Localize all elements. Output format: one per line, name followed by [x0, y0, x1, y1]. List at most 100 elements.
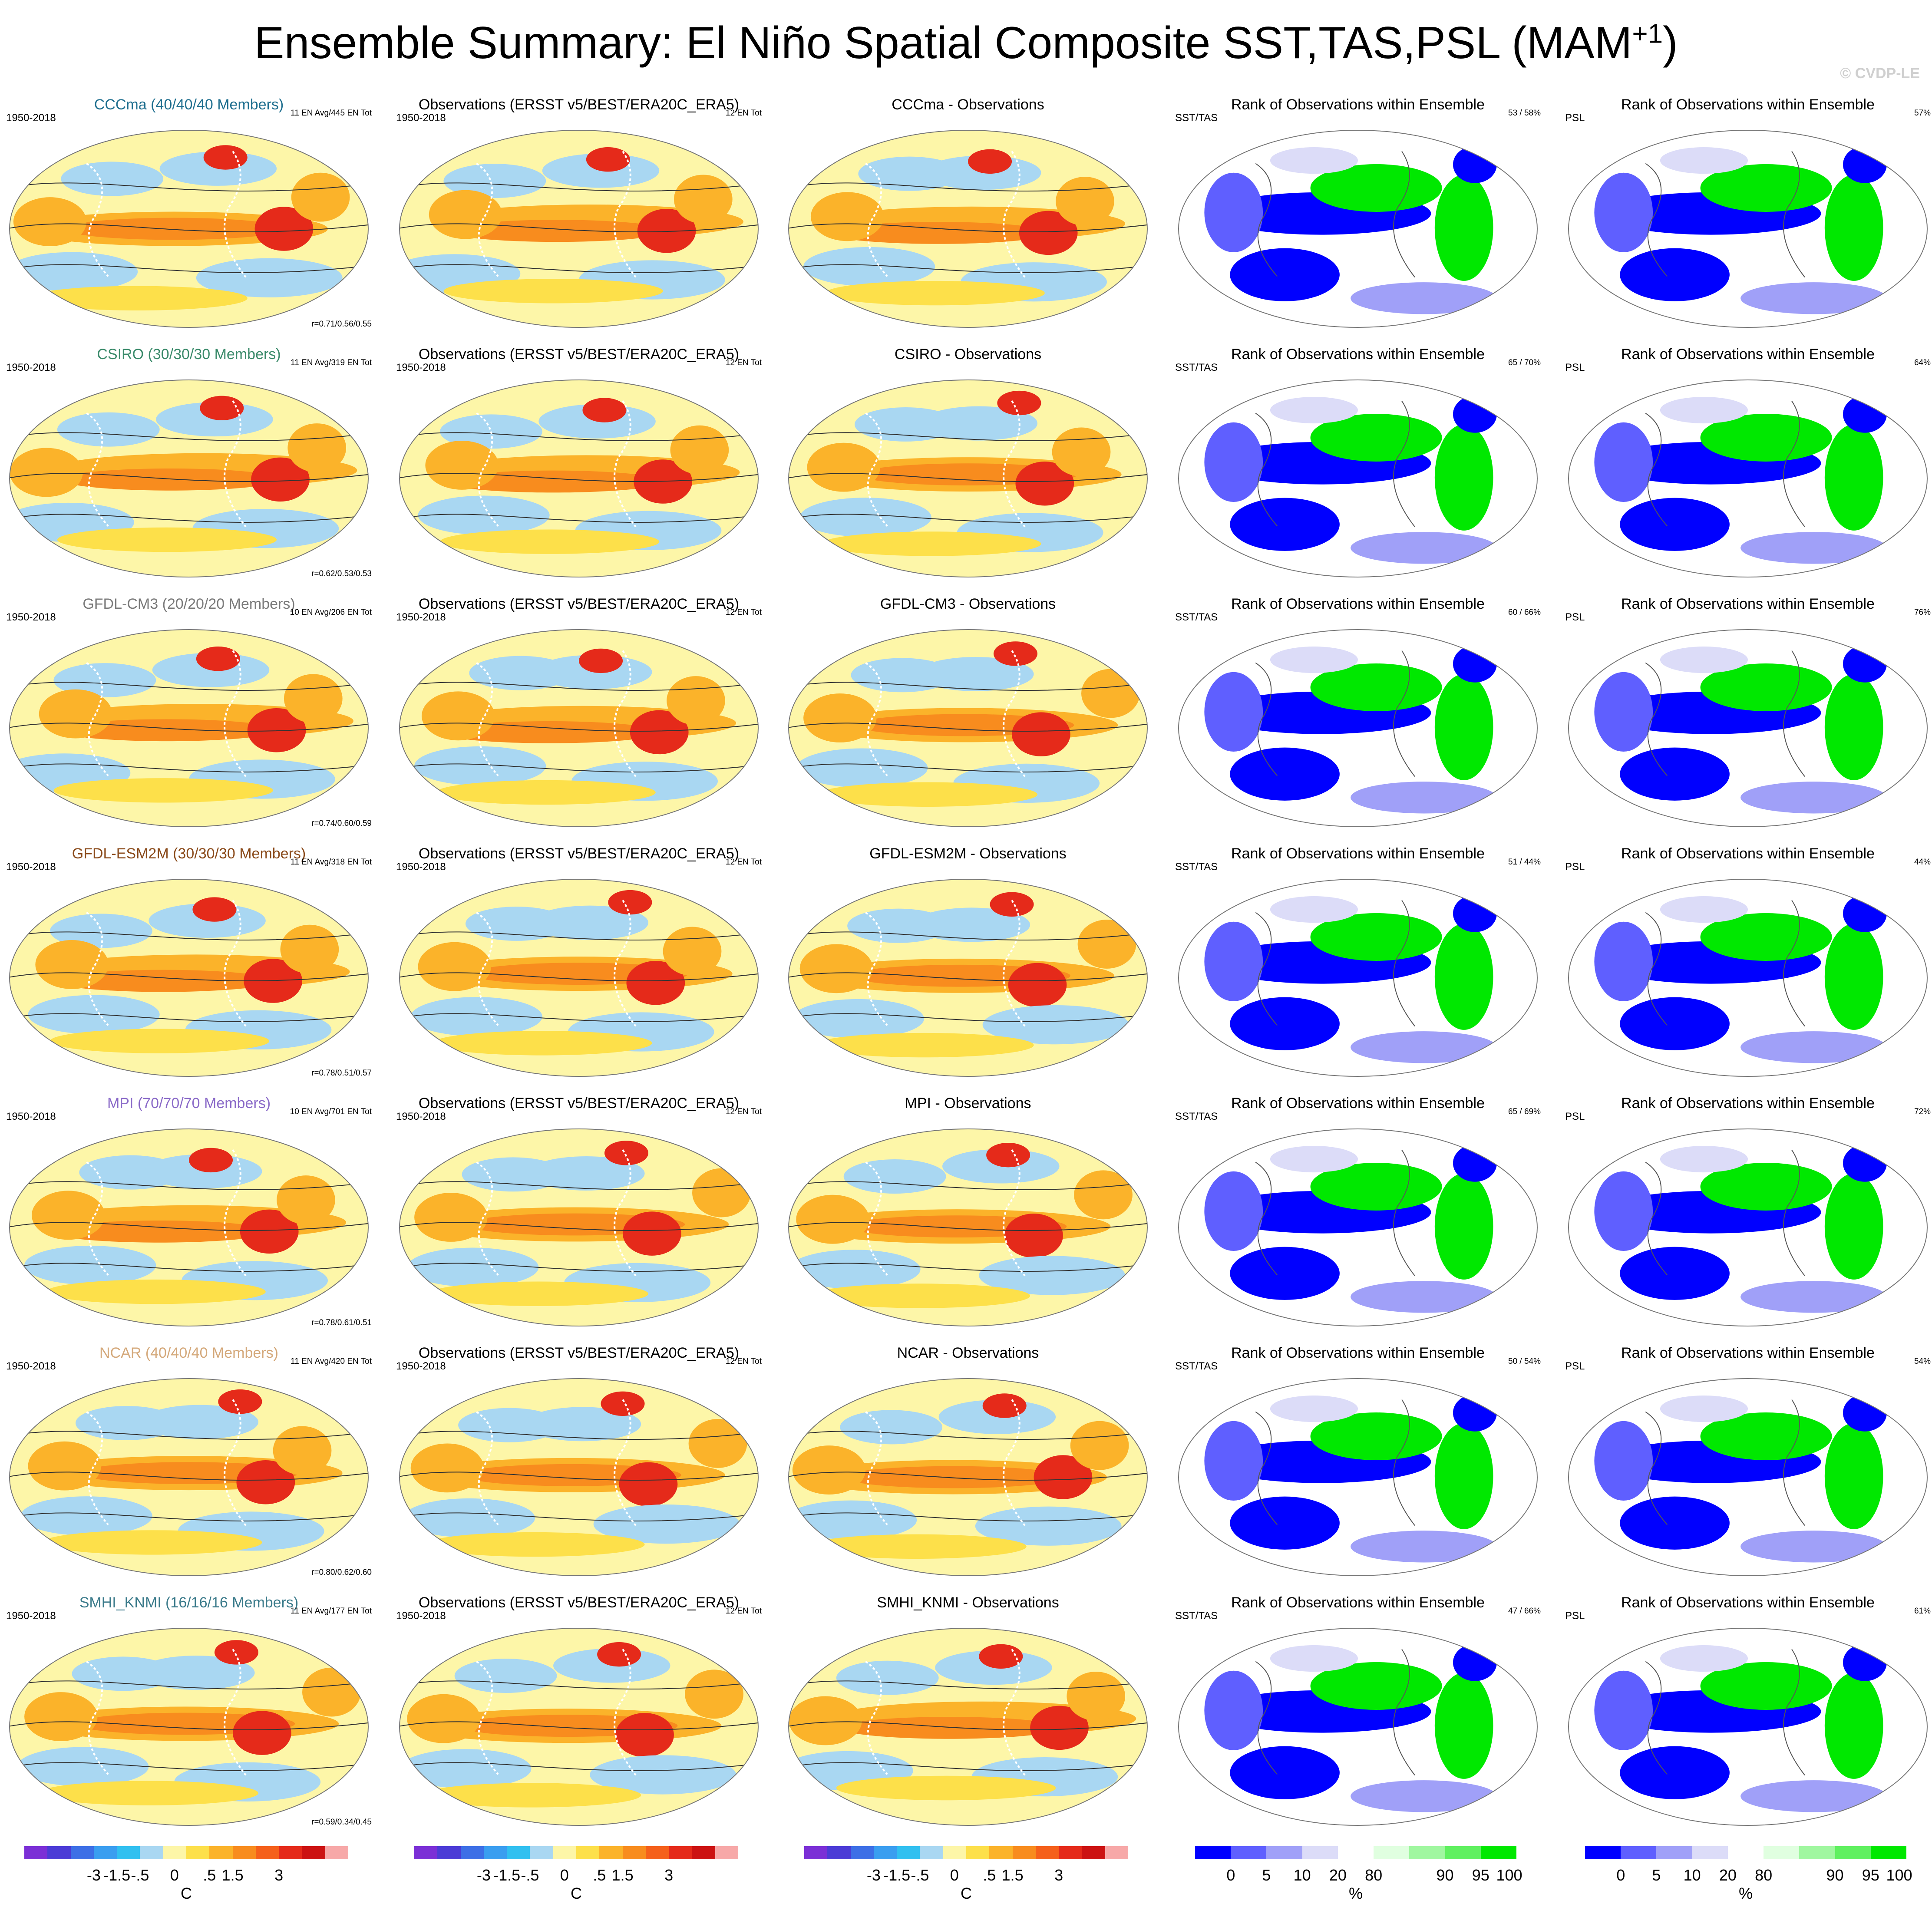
temperature-colorbar-difference: -3 -1.5 -.5 0 .5 1.5 3 C [804, 1846, 1128, 1907]
rank-colorbar-sst: 0 5 10 20 80 90 95 100% [1195, 1846, 1522, 1907]
colorbar-swatch [1302, 1846, 1338, 1859]
colorbar-tick-label: -1.5 [103, 1866, 131, 1884]
world-map [399, 130, 759, 328]
colorbar-swatch [1656, 1846, 1692, 1859]
rank-psl-panel: Rank of Observations within Ensemble PSL 5… [1565, 96, 1931, 335]
panel-title: SMHI_KNMI - Observations [877, 1594, 1059, 1611]
colorbar-swatch [507, 1846, 530, 1859]
panel-title: NCAR - Observations [897, 1345, 1039, 1361]
colorbar-tick-label: 80 [1755, 1866, 1773, 1884]
colorbar-swatch [1727, 1846, 1764, 1859]
rank-percent-label: 65 / 70% [1508, 358, 1541, 367]
colorbar-swatch [850, 1846, 874, 1859]
colorbar-swatch [24, 1846, 48, 1859]
world-map [1568, 879, 1928, 1077]
world-map [9, 379, 369, 577]
panel-title: GFDL-ESM2M (30/30/30 Members) [72, 845, 306, 862]
difference-panel: SMHI_KNMI - Observations [785, 1594, 1151, 1833]
panel-title: Observations (ERSST v5/BEST/ERA20C_ERA5) [418, 596, 740, 612]
colorbar-swatch [117, 1846, 140, 1859]
world-map [9, 1628, 369, 1826]
panel-title: Rank of Observations within Ensemble [1231, 1594, 1485, 1611]
colorbar-swatch [1195, 1846, 1231, 1859]
rank-sst-panel: Rank of Observations within Ensemble SST/… [1175, 1594, 1541, 1833]
colorbar-swatch [460, 1846, 484, 1859]
colorbar-swatch [1585, 1846, 1621, 1859]
observations-panel: Observations (ERSST v5/BEST/ERA20C_ERA5)… [396, 1594, 762, 1833]
panel-title: Rank of Observations within Ensemble [1621, 596, 1875, 612]
event-count-label: 12 EN Tot [725, 109, 762, 118]
panel-title: Rank of Observations within Ensemble [1231, 1095, 1485, 1112]
panel-title: CCCma (40/40/40 Members) [94, 96, 284, 113]
colorbar-tick-label: -1.5 [883, 1866, 911, 1884]
observations-panel: Observations (ERSST v5/BEST/ERA20C_ERA5)… [396, 596, 762, 835]
colorbar-tick-label: 0 [560, 1866, 569, 1884]
rank-psl-panel: Rank of Observations within Ensemble PSL 7… [1565, 1095, 1931, 1334]
colorbar-tick-label: 20 [1329, 1866, 1347, 1884]
colorbar-swatches [804, 1846, 1128, 1859]
panel-title: NCAR (40/40/40 Members) [99, 1345, 278, 1361]
world-map [1568, 1128, 1928, 1326]
colorbar-tick-label: 1.5 [1001, 1866, 1024, 1884]
variable-label: PSL [1565, 1610, 1585, 1622]
rank-percent-label: 44% [1914, 858, 1931, 867]
colorbar-swatch [622, 1846, 646, 1859]
variable-label: SST/TAS [1175, 1111, 1218, 1122]
world-map [1178, 130, 1538, 328]
model-composite-panel: GFDL-CM3 (20/20/20 Members) 1950-2018 10 E… [6, 596, 372, 835]
period-label: 1950-2018 [6, 362, 56, 373]
colorbar-swatch [827, 1846, 851, 1859]
colorbar-swatch [692, 1846, 715, 1859]
colorbar-tick-label: -3 [866, 1866, 881, 1884]
colorbar-tick-label: 90 [1826, 1866, 1844, 1884]
colorbar-swatch [1059, 1846, 1082, 1859]
observations-panel: Observations (ERSST v5/BEST/ERA20C_ERA5)… [396, 1345, 762, 1584]
world-map [399, 379, 759, 577]
colorbar-tick-label: 3 [1054, 1866, 1063, 1884]
colorbar-tick-label: -3 [86, 1866, 101, 1884]
difference-panel: GFDL-ESM2M - Observations [785, 845, 1151, 1084]
variable-label: PSL [1565, 861, 1585, 873]
colorbar-swatch [1445, 1846, 1481, 1859]
difference-panel: NCAR - Observations [785, 1345, 1151, 1584]
rank-sst-panel: Rank of Observations within Ensemble SST/… [1175, 346, 1541, 585]
colorbar-swatch [715, 1846, 738, 1859]
colorbar-unit: C [961, 1884, 972, 1902]
panel-title: Observations (ERSST v5/BEST/ERA20C_ERA5) [418, 845, 740, 862]
event-count-label: 11 EN Avg/318 EN Tot [291, 858, 372, 867]
panel-title: GFDL-CM3 (20/20/20 Members) [83, 596, 295, 612]
world-map [1178, 1378, 1538, 1576]
colorbar-tick-label: 20 [1719, 1866, 1737, 1884]
model-composite-panel: SMHI_KNMI (16/16/16 Members) 1950-2018 11 … [6, 1594, 372, 1833]
rank-percent-label: 65 / 69% [1508, 1107, 1541, 1116]
world-map [399, 879, 759, 1077]
colorbar-tick-label: 80 [1365, 1866, 1383, 1884]
variable-label: SST/TAS [1175, 112, 1218, 124]
colorbar-swatch [989, 1846, 1013, 1859]
pattern-correlation-label: r=0.62/0.53/0.53 [311, 569, 372, 578]
rank-psl-panel: Rank of Observations within Ensemble PSL 4… [1565, 845, 1931, 1084]
colorbar-tick-label: -1.5 [493, 1866, 521, 1884]
world-map [788, 1378, 1148, 1576]
colorbar-swatch [1835, 1846, 1871, 1859]
variable-label: PSL [1565, 112, 1585, 124]
colorbar-tick-label: -.5 [521, 1866, 539, 1884]
world-map [1568, 1628, 1928, 1826]
event-count-label: 11 EN Avg/177 EN Tot [291, 1607, 372, 1616]
rank-sst-panel: Rank of Observations within Ensemble SST/… [1175, 96, 1541, 335]
colorbar-tick-label: .5 [203, 1866, 216, 1884]
panel-title: Rank of Observations within Ensemble [1231, 1345, 1485, 1361]
colorbar-swatch [1374, 1846, 1410, 1859]
colorbar-swatch [669, 1846, 692, 1859]
period-label: 1950-2018 [396, 112, 446, 124]
panel-title: CSIRO - Observations [894, 346, 1042, 363]
colorbar-swatch [1764, 1846, 1800, 1859]
colorbar-swatch [1035, 1846, 1059, 1859]
panel-title: SMHI_KNMI (16/16/16 Members) [79, 1594, 299, 1611]
watermark: © CVDP-LE [1840, 65, 1920, 82]
event-count-label: 11 EN Avg/420 EN Tot [291, 1357, 372, 1366]
rank-colorbar-psl: 0 5 10 20 80 90 95 100% [1585, 1846, 1912, 1907]
world-map [788, 130, 1148, 328]
event-count-label: 12 EN Tot [725, 358, 762, 367]
